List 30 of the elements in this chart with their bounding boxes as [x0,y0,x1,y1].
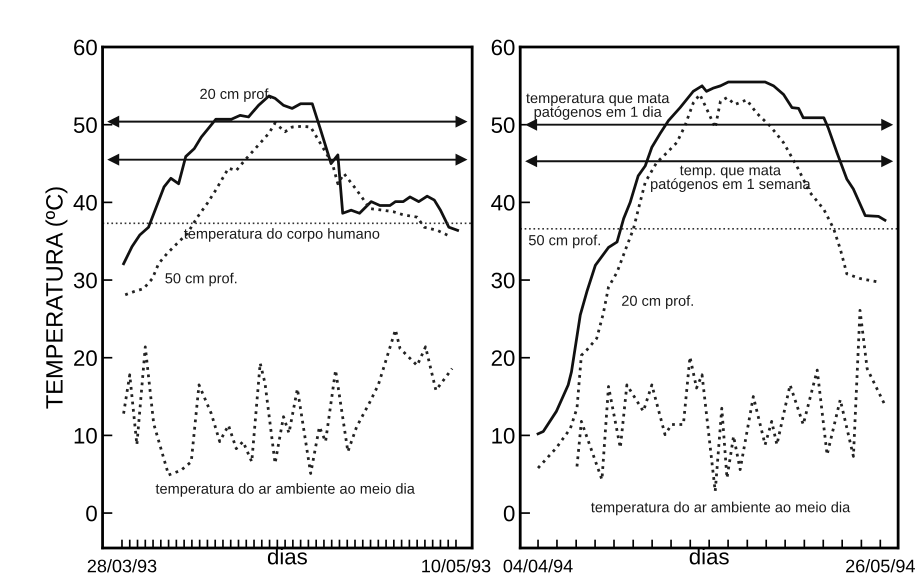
y-tick-label: 30 [74,272,97,288]
x-tick-label: 04/04/94 [504,559,573,572]
y-tick-label: 50 [492,117,514,133]
y-tick-label: 60 [74,40,97,56]
x-tick-label: 28/03/93 [88,559,156,572]
annotation: temperatura do ar ambiente ao meio dia [591,502,850,516]
annotation: 20 cm prof. [622,295,693,309]
y-tick-label: 0 [504,506,514,522]
annotation: 50 cm prof. [165,272,236,286]
x-tick-label: 26/05/94 [846,559,915,572]
y-tick-label: 10 [492,428,514,444]
annotation: 50 cm prof. [528,234,600,248]
annotation: temp. que mata patógenos em 1 semana [651,166,811,192]
annotation: temperatura do ar ambiente ao meio dia [156,483,415,497]
x-tick-label: 10/05/93 [422,559,490,572]
y-tick-label: 60 [492,40,514,56]
y-tick-label: 0 [86,506,97,522]
annotation: 20 cm prof. [200,88,272,102]
y-tick-label: 40 [74,194,97,211]
x-axis-title: dias [690,548,729,565]
annotation: temperatura do corpo humano [184,228,380,242]
x-axis-title: dias [268,548,307,565]
y-tick-label: 20 [74,350,97,366]
y-tick-label: 10 [74,428,97,444]
y-tick-label: 40 [491,194,514,211]
y-axis-title: TEMPERATURA (ºC) [45,187,68,409]
annotation: temperatura que mata patógenos em 1 dia [526,94,670,120]
y-tick-label: 50 [74,117,97,133]
y-tick-label: 30 [491,272,514,288]
y-tick-label: 20 [492,350,514,366]
